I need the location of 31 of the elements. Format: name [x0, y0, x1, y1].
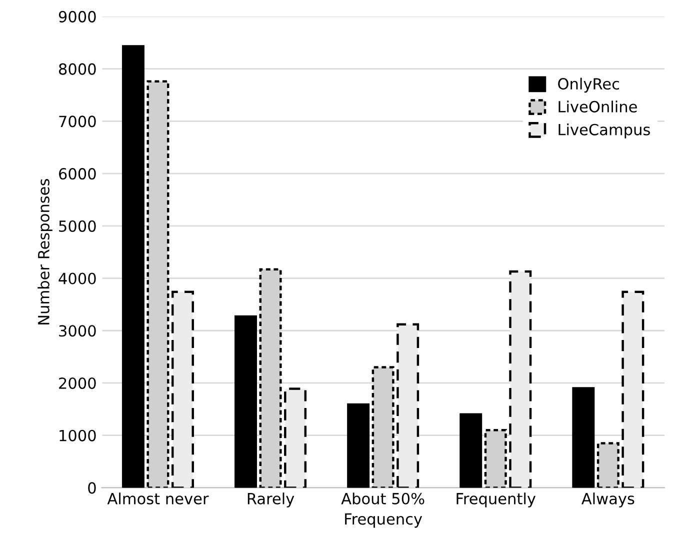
bar: [509, 270, 532, 488]
x-tick-label: Almost never: [107, 492, 209, 504]
y-tick-label: 4000: [58, 272, 96, 284]
bar: [572, 387, 595, 488]
y-tick-label: 3000: [59, 325, 96, 337]
y-tick-label: 8000: [58, 63, 96, 75]
y-tick-label: 5000: [59, 220, 96, 232]
bar: [171, 290, 194, 488]
x-tick-label: Rarely: [248, 492, 294, 508]
y-tick-label: 9000: [58, 10, 96, 22]
legend-label: LiveOnline: [558, 100, 637, 112]
bar: [122, 45, 144, 488]
bar: [347, 403, 370, 488]
x-tick-label: About 50%: [341, 492, 424, 504]
legend-label: LiveCampus: [558, 124, 650, 138]
y-tick-label: 0: [88, 482, 96, 494]
bar: [284, 388, 307, 488]
bar: [622, 290, 644, 488]
y-tick-label: 1000: [60, 430, 96, 442]
y-tick-label: 2000: [59, 377, 96, 390]
x-tick-label: Always: [582, 492, 634, 508]
bar: [396, 323, 420, 488]
x-axis-title: Frequency: [345, 513, 422, 528]
bar: [234, 315, 257, 488]
legend-label: OnlyRec: [558, 78, 620, 93]
bar: [596, 442, 620, 488]
y-axis-title: Number Responses: [38, 179, 52, 324]
x-tick-label: Frequently: [456, 492, 536, 508]
y-tick-label: 6000: [59, 168, 96, 180]
y-tick-label: 7000: [59, 116, 96, 128]
bar: [460, 413, 482, 488]
